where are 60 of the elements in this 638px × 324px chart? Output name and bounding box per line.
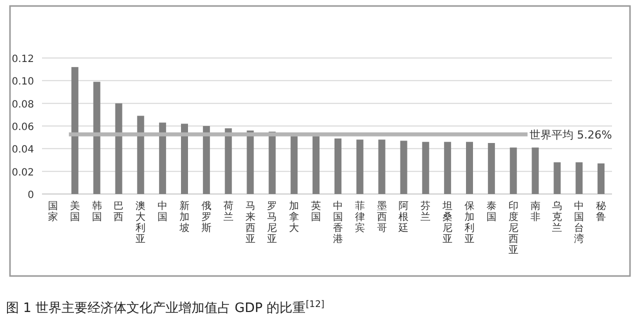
ref-line-label: 世界平均 5.26%	[530, 128, 612, 142]
y-tick-label: 0.06	[12, 122, 34, 133]
x-tick-label: 罗马尼亚	[267, 201, 278, 245]
x-tick-label: 中国香港	[332, 200, 343, 245]
bar	[290, 136, 298, 194]
bar	[488, 143, 495, 194]
bar	[159, 122, 166, 194]
y-tick-label: 0	[28, 190, 34, 201]
y-tick-label: 0.04	[12, 144, 34, 156]
y-tick-label: 0.02	[12, 167, 34, 178]
x-tick-label: 泰国	[486, 201, 496, 223]
bar	[554, 162, 561, 194]
x-tick-label: 巴西	[114, 201, 124, 223]
bar	[576, 162, 583, 194]
y-tick-label: 0.10	[12, 76, 34, 88]
x-tick-label: 乌克兰	[552, 200, 562, 234]
x-tick-label: 印度尼西亚	[508, 200, 518, 256]
x-tick-label: 韩国	[92, 200, 102, 223]
caption: 图 1 世界主要经济体文化产业增加值占 GDP 的比重$^{[12]}$	[6, 300, 324, 316]
bar	[202, 126, 210, 194]
bar	[422, 142, 430, 194]
x-tick-label: 澳大利亚	[136, 200, 146, 245]
bar	[181, 124, 188, 194]
x-tick-label: 保加利亚	[464, 201, 474, 245]
x-tick-label: 国家	[48, 201, 58, 223]
x-tick-label: 荷兰	[223, 200, 234, 223]
x-tick-label: 英国	[311, 200, 322, 223]
bar	[466, 142, 473, 194]
x-tick-label: 墨西哥	[376, 201, 387, 234]
bar	[137, 116, 144, 194]
x-tick-label: 马来西亚	[245, 201, 256, 245]
bar	[115, 103, 122, 194]
bar	[334, 138, 342, 194]
bar	[400, 140, 408, 194]
x-tick-label: 菲律宾	[354, 200, 365, 234]
x-tick-label: 美国	[70, 200, 80, 223]
x-tick-label: 阿根廷	[398, 201, 409, 234]
x-tick-label: 南非	[530, 200, 540, 223]
bar	[246, 130, 254, 194]
bar	[93, 82, 100, 194]
x-tick-label: 新加坡	[178, 200, 190, 234]
bar	[532, 148, 539, 194]
bar	[312, 136, 320, 194]
bar	[356, 140, 364, 194]
bar	[71, 67, 78, 194]
x-tick-label: 加拿大	[289, 200, 300, 234]
y-tick-label: 0.12	[12, 54, 34, 65]
bar	[378, 140, 386, 194]
x-tick-label: 芬兰	[420, 200, 431, 223]
x-tick-label: 坦桑尼亚	[442, 200, 453, 245]
bar	[224, 128, 232, 194]
y-tick-label: 0.08	[12, 99, 34, 110]
x-tick-label: 俄罗斯	[201, 200, 212, 234]
bar	[510, 148, 517, 194]
x-tick-label: 中国	[158, 200, 168, 223]
bar	[598, 163, 605, 194]
x-tick-label: 秘鲁	[596, 201, 606, 223]
bar	[444, 142, 452, 194]
bar	[268, 132, 276, 194]
x-tick-label: 中国台湾	[574, 200, 584, 245]
